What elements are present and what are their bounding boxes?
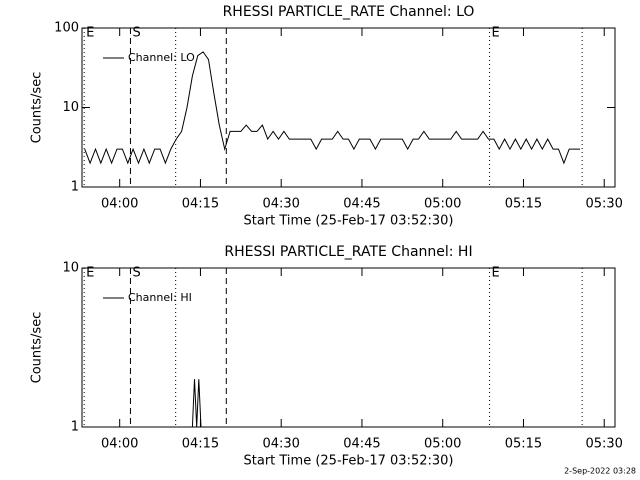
x-tick-label: 04:30 <box>262 437 299 452</box>
x-axis-label: Start Time (25-Feb-17 03:52:30) <box>244 454 454 469</box>
x-tick-label: 05:00 <box>424 197 461 212</box>
x-tick-label: 05:30 <box>585 197 622 212</box>
y-tick-label: 10 <box>62 100 79 115</box>
legend-label: Channel: HI <box>128 291 192 304</box>
x-tick-label: 04:45 <box>343 197 380 212</box>
y-tick-label: 10 <box>62 261 79 276</box>
x-tick-label: 05:15 <box>505 197 542 212</box>
chart-title: RHESSI PARTICLE_RATE Channel: LO <box>223 4 475 20</box>
event-marker: S <box>132 26 140 41</box>
x-tick-label: 04:45 <box>343 437 380 452</box>
chart-title: RHESSI PARTICLE_RATE Channel: HI <box>224 244 472 260</box>
event-marker: E <box>86 26 94 41</box>
x-tick-label: 04:15 <box>182 197 219 212</box>
x-tick-label: 05:15 <box>505 437 542 452</box>
event-marker: E <box>492 26 500 41</box>
event-marker: S <box>132 266 140 281</box>
x-tick-label: 04:15 <box>182 437 219 452</box>
plot-frame <box>81 267 616 428</box>
x-tick-label: 04:00 <box>101 197 138 212</box>
y-tick-label: 100 <box>54 21 79 36</box>
x-tick-label: 04:30 <box>262 197 299 212</box>
footer: 2-Sep-2022 03:28 <box>564 467 636 476</box>
event-marker: E <box>492 266 500 281</box>
x-tick-label: 04:00 <box>101 437 138 452</box>
y-tick-label: 1 <box>71 420 79 435</box>
legend-label: Channel: LO <box>128 51 195 64</box>
x-tick-label: 05:30 <box>585 437 622 452</box>
y-axis-label: Counts/sec <box>30 312 45 384</box>
y-axis-label: Counts/sec <box>30 72 45 144</box>
data-line <box>84 51 580 165</box>
x-tick-label: 05:00 <box>424 437 461 452</box>
event-marker: E <box>86 266 94 281</box>
y-tick-label: 1 <box>71 180 79 195</box>
x-axis-label: Start Time (25-Feb-17 03:52:30) <box>244 214 454 229</box>
data-line <box>191 379 202 427</box>
